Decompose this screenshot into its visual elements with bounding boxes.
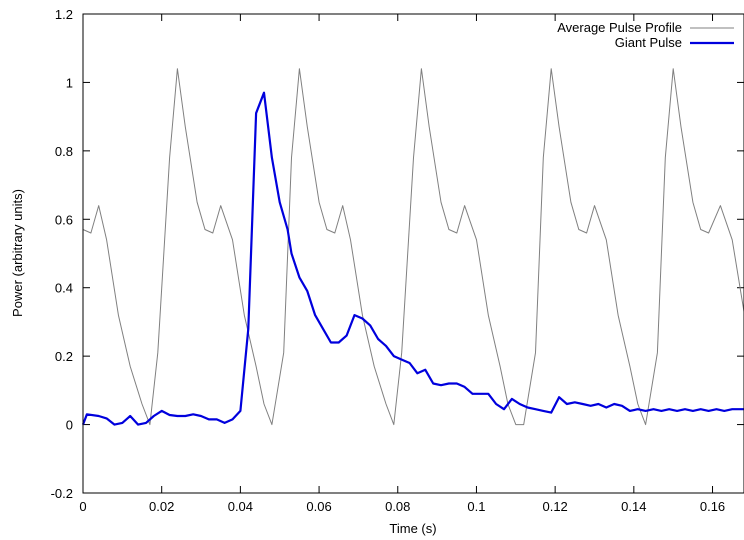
y-axis-label: Power (arbitrary units)	[10, 189, 25, 317]
x-axis-label: Time (s)	[389, 521, 436, 536]
x-tick-label: 0	[79, 499, 86, 514]
x-tick-label: 0.16	[700, 499, 725, 514]
y-tick-label: 1.2	[55, 7, 73, 22]
giant-pulse-line	[81, 91, 744, 426]
x-tick-label: 0.1	[467, 499, 485, 514]
x-tick-label: 0.12	[542, 499, 567, 514]
y-tick-label: 0	[66, 418, 73, 433]
y-tick-label: 0.4	[55, 281, 73, 296]
x-tick-label: 0.04	[228, 499, 253, 514]
x-tick-label: 0.14	[621, 499, 646, 514]
y-tick-label: -0.2	[51, 486, 73, 501]
y-tick-label: 0.2	[55, 349, 73, 364]
x-tick-label: 0.08	[385, 499, 410, 514]
axis-ticks: 0 0.02 0.04 0.06 0.08 0.1 0.12 0.14 0.16 -0.2 0 0.2…	[51, 7, 744, 514]
y-tick-label: 0.8	[55, 144, 73, 159]
plot-series	[81, 68, 744, 426]
y-tick-label: 0.6	[55, 212, 73, 227]
x-tick-label: 0.06	[306, 499, 331, 514]
y-tick-label: 1	[66, 75, 73, 90]
average-pulse-profile-line	[82, 68, 744, 426]
legend-label: Average Pulse Profile	[557, 20, 682, 35]
legend-label: Giant Pulse	[615, 35, 682, 50]
plot-frame	[82, 13, 744, 494]
x-tick-label: 0.02	[149, 499, 174, 514]
